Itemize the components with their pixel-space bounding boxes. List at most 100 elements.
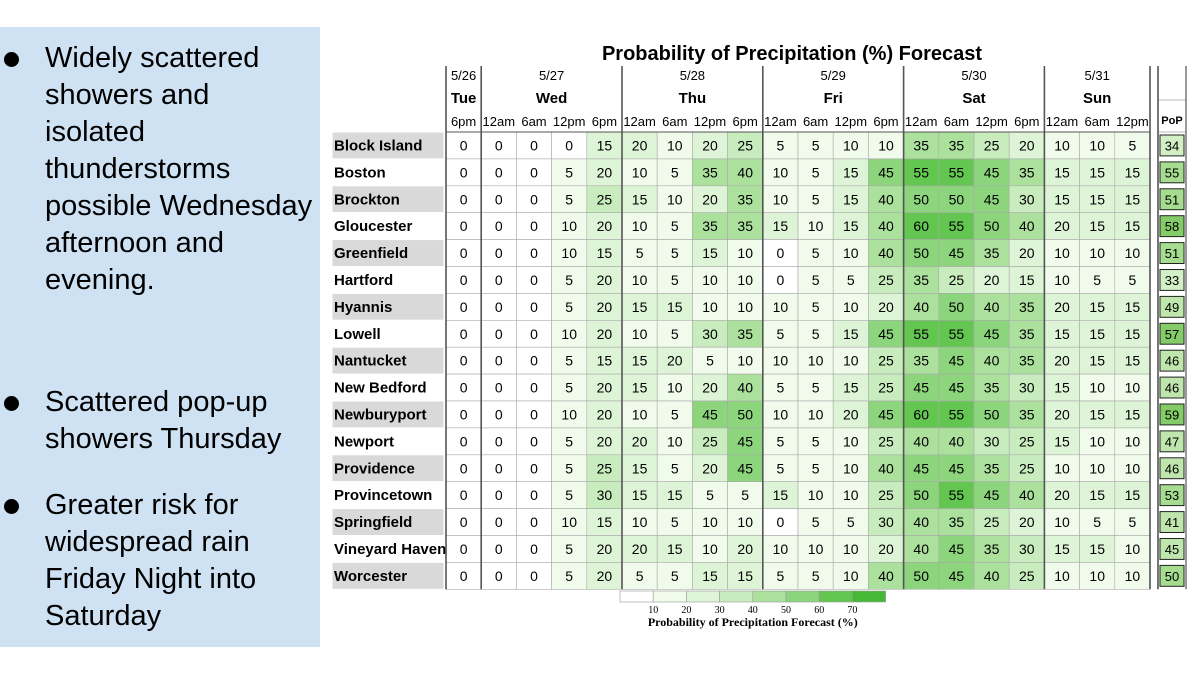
city-cell xyxy=(331,373,445,402)
forecast-value: 20 xyxy=(632,433,648,449)
pop-value: 33 xyxy=(1165,273,1179,288)
forecast-value: 20 xyxy=(597,299,613,315)
time-label: 12pm xyxy=(694,114,727,129)
day-name-label: Sat xyxy=(962,90,985,107)
forecast-cell xyxy=(1044,508,1080,536)
forecast-value: 10 xyxy=(702,272,718,288)
forecast-value: 25 xyxy=(597,191,613,207)
forecast-cell xyxy=(797,373,834,402)
pop-value: 50 xyxy=(1165,569,1179,584)
forecast-cell xyxy=(516,400,552,429)
day-date-label: 5/26 xyxy=(451,68,476,83)
city-cell xyxy=(331,481,445,510)
forecast-cell xyxy=(586,373,623,402)
forecast-value: 10 xyxy=(632,272,648,288)
pop-cell xyxy=(1159,242,1185,265)
forecast-value: 25 xyxy=(878,380,894,396)
forecast-value: 0 xyxy=(495,487,503,503)
forecast-cell xyxy=(692,481,728,509)
forecast-value: 55 xyxy=(949,406,965,422)
forecast-value: 5 xyxy=(565,568,573,584)
forecast-value: 0 xyxy=(495,514,503,530)
forecast-value: 45 xyxy=(737,460,753,476)
pop-value: 58 xyxy=(1165,219,1179,234)
forecast-value: 60 xyxy=(913,218,929,234)
forecast-cell xyxy=(445,346,482,375)
forecast-value: 10 xyxy=(632,406,648,422)
forecast-value: 25 xyxy=(878,272,894,288)
forecast-value: 0 xyxy=(495,299,503,315)
forecast-value: 10 xyxy=(1089,245,1105,261)
forecast-cell xyxy=(727,535,764,563)
forecast-cell xyxy=(551,454,588,482)
forecast-value: 5 xyxy=(565,353,573,369)
forecast-cell xyxy=(1044,212,1080,240)
forecast-value: 5 xyxy=(1129,137,1137,153)
forecast-value: 45 xyxy=(878,406,894,422)
forecast-cell xyxy=(551,293,588,321)
forecast-cell xyxy=(868,266,904,294)
forecast-value: 20 xyxy=(597,218,613,234)
forecast-value: 10 xyxy=(1054,137,1070,153)
forecast-value: 45 xyxy=(984,326,1000,342)
forecast-cell xyxy=(938,319,975,348)
pop-cell xyxy=(1159,430,1185,453)
forecast-cell xyxy=(727,319,764,348)
forecast-value: 45 xyxy=(949,380,965,396)
day-date-label: 5/28 xyxy=(680,68,705,83)
forecast-value: 10 xyxy=(1125,380,1141,396)
forecast-value: 0 xyxy=(530,568,538,584)
forecast-cell xyxy=(973,346,1010,375)
pop-cell xyxy=(1159,322,1185,345)
forecast-cell xyxy=(656,239,693,267)
forecast-cell xyxy=(621,508,658,536)
forecast-value: 25 xyxy=(737,137,753,153)
forecast-cell xyxy=(445,535,482,563)
forecast-cell xyxy=(903,454,940,482)
pop-value: 53 xyxy=(1165,488,1179,503)
forecast-value: 5 xyxy=(812,568,820,584)
forecast-cell xyxy=(445,158,482,187)
forecast-cell xyxy=(1008,346,1045,375)
forecast-value: 60 xyxy=(913,406,929,422)
time-label: 12pm xyxy=(553,114,586,129)
legend-tick-label: 70 xyxy=(847,605,857,616)
forecast-cell xyxy=(551,427,588,456)
forecast-value: 20 xyxy=(878,299,894,315)
forecast-cell xyxy=(1044,400,1080,429)
forecast-value: 25 xyxy=(878,353,894,369)
forecast-cell xyxy=(868,400,904,429)
forecast-cell xyxy=(832,535,869,563)
forecast-value: 35 xyxy=(737,218,753,234)
forecast-value: 55 xyxy=(913,164,929,180)
forecast-cell xyxy=(586,535,623,563)
forecast-value: 0 xyxy=(777,245,785,261)
pop-value: 46 xyxy=(1165,354,1179,369)
forecast-value: 50 xyxy=(913,245,929,261)
forecast-value: 10 xyxy=(737,299,753,315)
forecast-cell xyxy=(656,508,693,536)
forecast-cell xyxy=(727,562,764,590)
forecast-value: 10 xyxy=(1054,568,1070,584)
forecast-cell xyxy=(1008,239,1045,267)
forecast-value: 35 xyxy=(984,460,1000,476)
forecast-cell xyxy=(551,535,588,563)
forecast-value: 25 xyxy=(597,460,613,476)
forecast-value: 10 xyxy=(632,326,648,342)
forecast-cell xyxy=(903,319,940,348)
forecast-cell xyxy=(1008,427,1045,456)
forecast-cell xyxy=(938,508,975,536)
pop-cell xyxy=(1159,188,1185,211)
pop-header-label: PoP xyxy=(1161,115,1182,127)
forecast-value: 40 xyxy=(984,299,1000,315)
forecast-value: 15 xyxy=(1054,433,1070,449)
forecast-cell xyxy=(1008,454,1045,482)
time-label: 6am xyxy=(521,114,546,129)
forecast-cell xyxy=(903,427,940,456)
forecast-value: 20 xyxy=(667,353,683,369)
bullet-text: Widely scattered showers and isolated th… xyxy=(45,42,313,296)
pop-cell xyxy=(1159,134,1185,157)
forecast-cell xyxy=(868,293,904,321)
forecast-value: 15 xyxy=(667,299,683,315)
forecast-cell xyxy=(973,131,1010,160)
